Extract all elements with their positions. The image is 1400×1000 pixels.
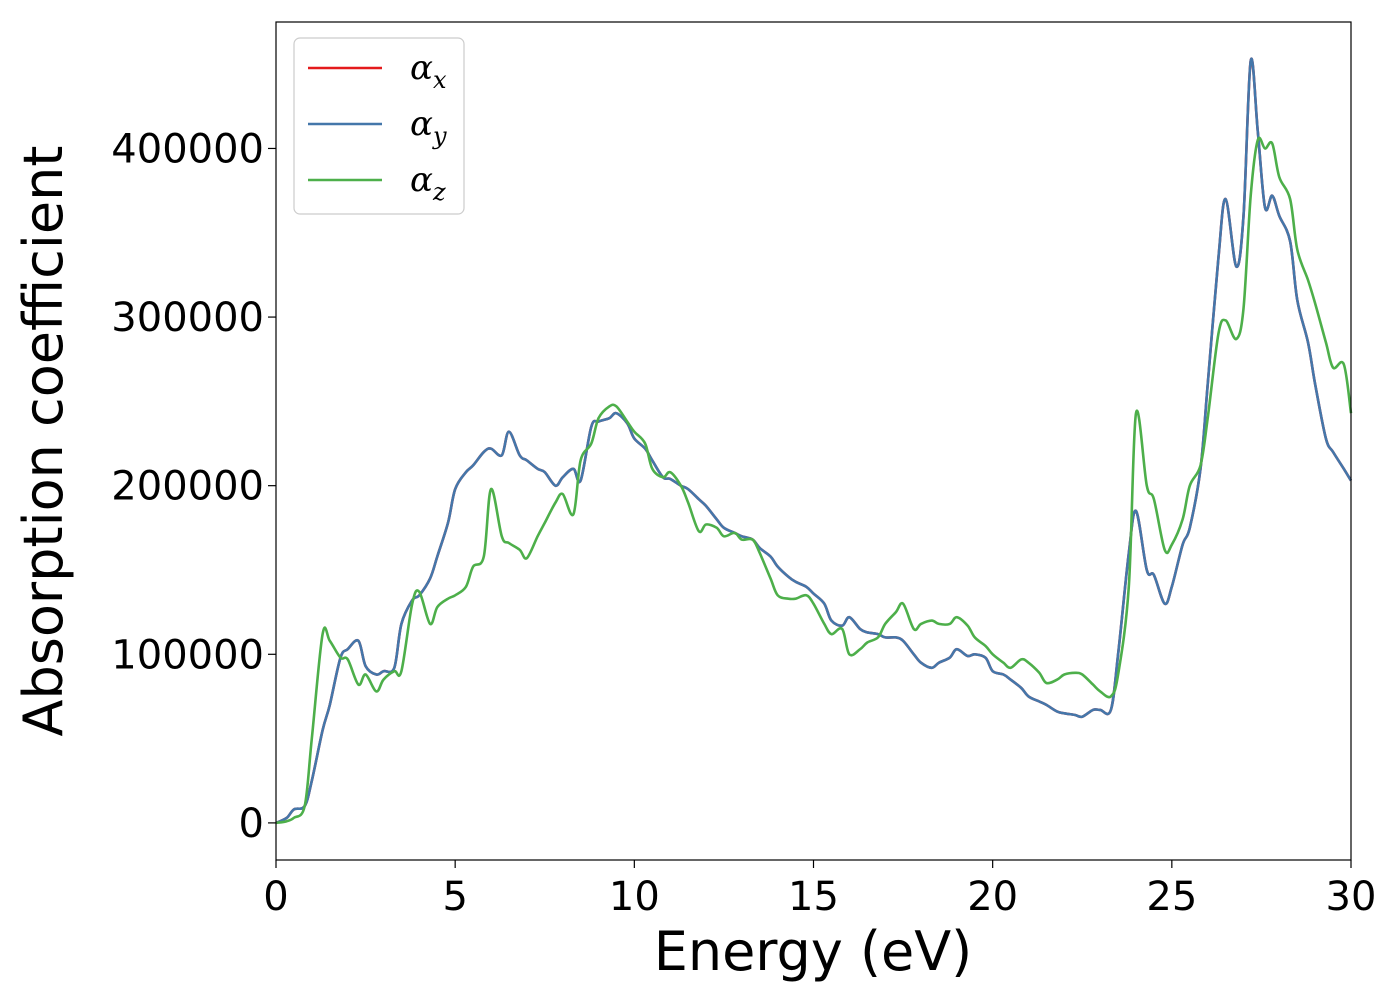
y-tick-label: 100000	[111, 632, 264, 678]
series-layer	[275, 57, 1353, 825]
y-tick-label: 400000	[111, 126, 264, 172]
y-tick-label: 0	[239, 801, 264, 847]
y-tick-label: 200000	[111, 464, 264, 510]
x-tick-label: 15	[788, 874, 839, 920]
legend-box	[293, 37, 465, 215]
x-tick-label: 25	[1146, 874, 1197, 920]
x-axis-ticks: 0 5 10 15 20 25 30	[263, 860, 1376, 920]
x-tick-label: 30	[1326, 874, 1377, 920]
x-axis-label: Energy (eV)	[654, 920, 973, 983]
y-axis-ticks: 0 100000 200000 300000 400000	[111, 126, 276, 847]
y-tick-label: 300000	[111, 295, 264, 341]
x-tick-label: 20	[967, 874, 1018, 920]
series-line-z	[275, 136, 1353, 825]
y-axis-label: Absorption coefficient	[12, 146, 75, 737]
x-tick-label: 10	[609, 874, 660, 920]
x-tick-label: 0	[263, 874, 288, 920]
x-tick-label: 5	[442, 874, 467, 920]
series-line-y	[275, 57, 1353, 825]
